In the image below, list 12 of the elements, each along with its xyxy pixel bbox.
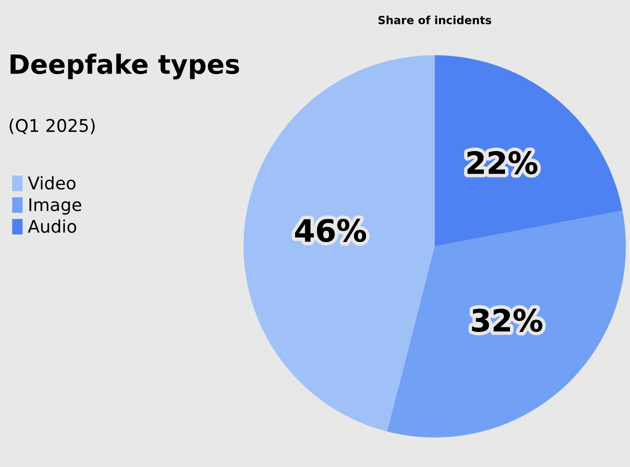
- legend-label: Video: [28, 176, 76, 190]
- pie-slice: [244, 55, 435, 432]
- chart-title: Deepfake types: [10, 54, 240, 80]
- text: (Q1 2025): [10, 118, 95, 134]
- pie-slice: [387, 210, 626, 438]
- legend-label: Audio: [28, 219, 76, 233]
- data-label: 46%: [295, 218, 366, 242]
- pie-slice: [434, 55, 622, 246]
- text: Share of incidents: [378, 16, 492, 24]
- data-label: 32%: [472, 308, 542, 332]
- legend-label: Image: [29, 198, 82, 215]
- data-label: 22%: [468, 151, 538, 174]
